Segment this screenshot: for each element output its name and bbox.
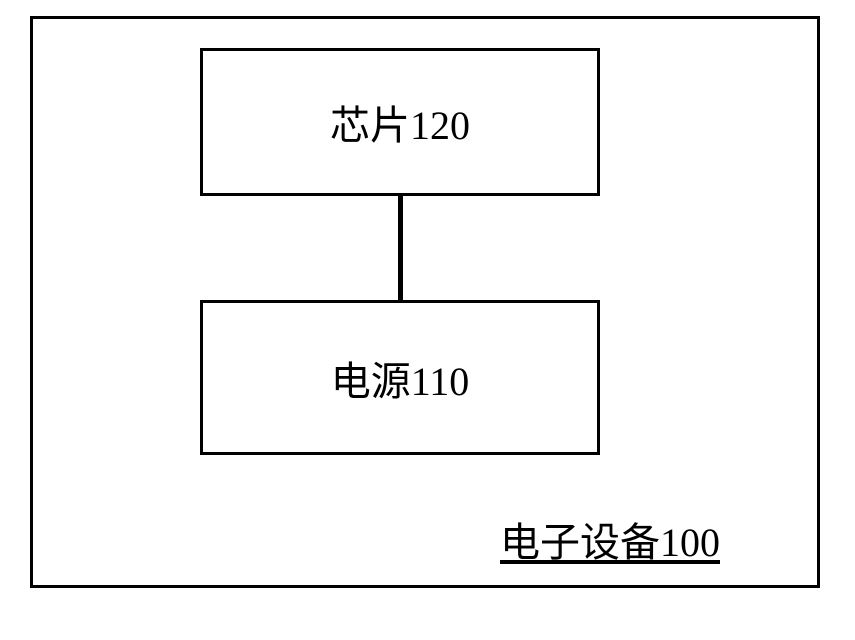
block-power: 电源110 [200, 300, 600, 455]
block-chip-label: 芯片120 [330, 93, 470, 151]
block-power-label: 电源110 [331, 349, 470, 407]
block-chip: 芯片120 [200, 48, 600, 196]
connector-chip-power [398, 196, 403, 300]
diagram-caption: 电子设备100 [500, 510, 720, 568]
